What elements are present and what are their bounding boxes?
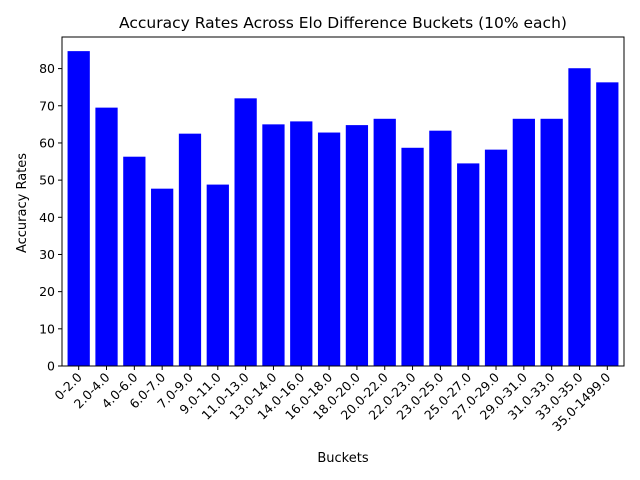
bar-20.0-22.0 xyxy=(373,118,396,366)
x-axis-ticks: 0-2.02.0-4.04.0-6.06.0-7.07.0-9.09.0-11.… xyxy=(51,366,613,434)
bar-9.0-11.0 xyxy=(206,184,229,366)
bar-16.0-18.0 xyxy=(317,132,341,366)
bar-0-2.0 xyxy=(67,51,90,366)
y-axis-label: Accuracy Rates xyxy=(15,153,30,253)
bar-6.0-7.0 xyxy=(151,188,174,366)
bar-35.0-1499.0 xyxy=(596,82,619,366)
y-tick-label: 50 xyxy=(39,173,55,188)
chart-title: Accuracy Rates Across Elo Difference Buc… xyxy=(119,14,567,32)
y-tick-label: 40 xyxy=(39,210,55,225)
y-tick-label: 20 xyxy=(39,284,55,299)
y-tick-label: 30 xyxy=(39,247,55,262)
bar-23.0-25.0 xyxy=(429,130,452,366)
x-axis-label: Buckets xyxy=(317,451,368,466)
plot-frame xyxy=(61,36,625,367)
y-tick-label: 80 xyxy=(39,61,55,76)
y-tick-label: 60 xyxy=(39,135,55,150)
bar-25.0-27.0 xyxy=(457,163,480,366)
y-tick-label: 10 xyxy=(39,321,55,336)
y-tick-label: 0 xyxy=(47,359,55,374)
bar-27.0-29.0 xyxy=(484,149,508,366)
bar-4.0-6.0 xyxy=(123,156,146,366)
bar-11.0-13.0 xyxy=(234,98,257,366)
bar-31.0-33.0 xyxy=(540,118,563,366)
bar-29.0-31.0 xyxy=(512,118,535,366)
bar-22.0-23.0 xyxy=(401,147,424,366)
bar-33.0-35.0 xyxy=(568,68,591,366)
y-axis-ticks: 0 10 20 30 40 50 60 70 80 xyxy=(39,61,62,374)
bar-2.0-4.0 xyxy=(95,107,118,366)
bars-group xyxy=(67,51,619,366)
y-tick-label: 70 xyxy=(39,98,55,113)
bar-14.0-16.0 xyxy=(290,121,313,366)
bar-7.0-9.0 xyxy=(178,133,202,366)
bar-13.0-14.0 xyxy=(262,124,285,366)
bar-18.0-20.0 xyxy=(345,125,369,366)
